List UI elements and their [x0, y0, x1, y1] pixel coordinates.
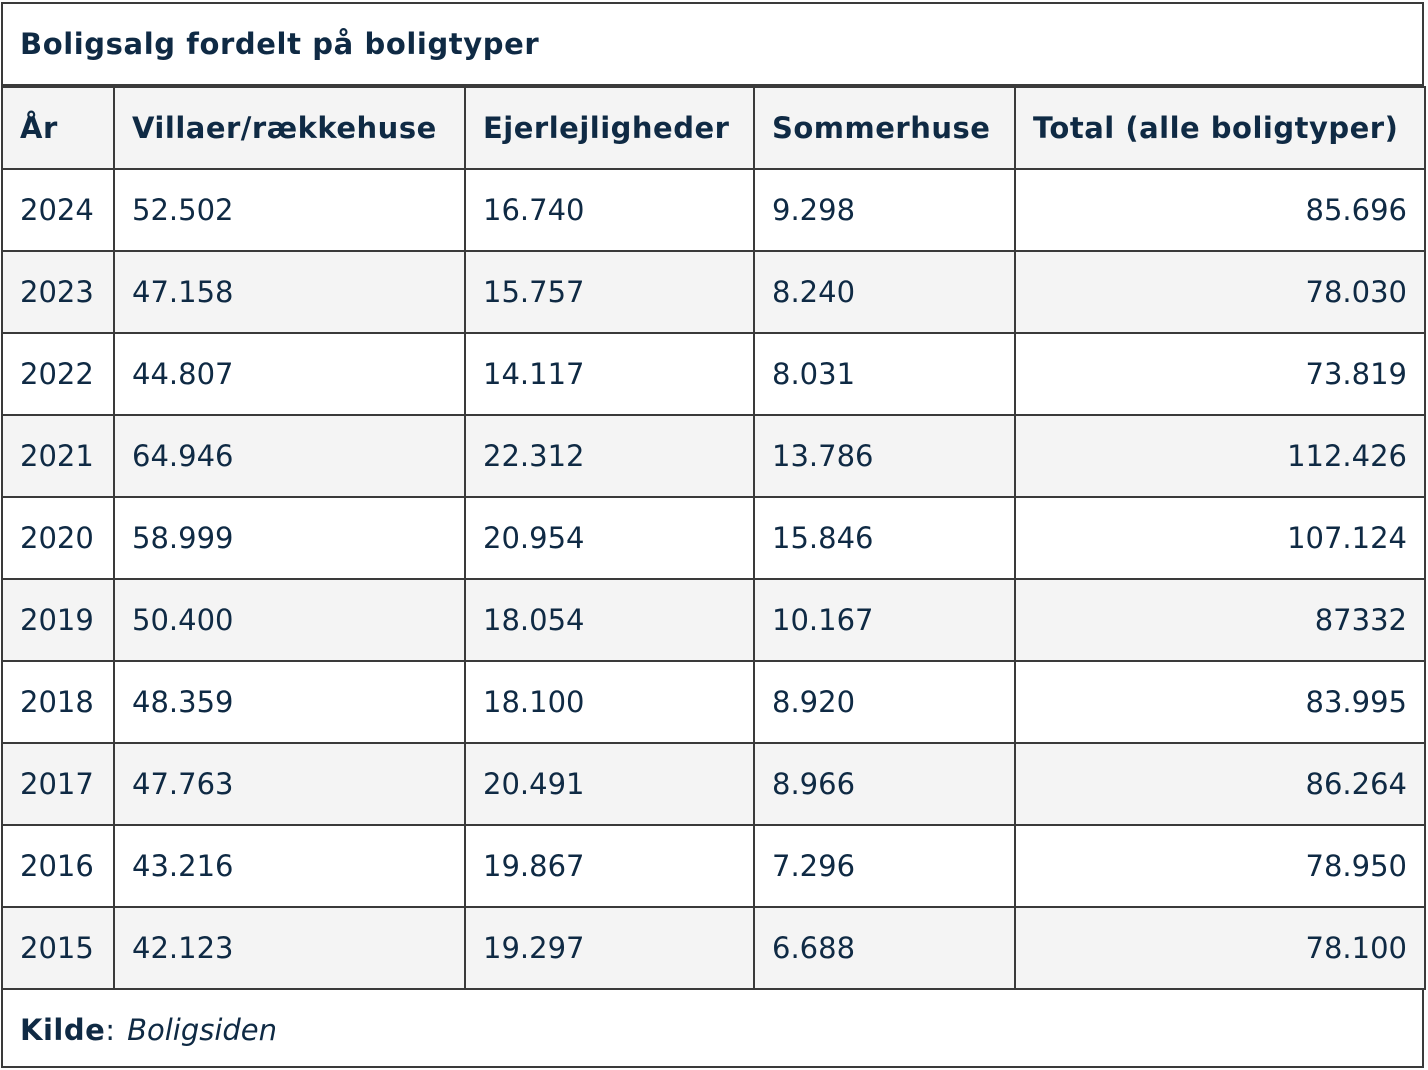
cell-year: 2022	[1, 332, 115, 416]
cell-apartments: 16.740	[464, 168, 755, 252]
cell-villas: 47.158	[113, 250, 466, 334]
table-row: 2017 47.763 20.491 8.966 86.264	[1, 742, 1426, 826]
cell-year: 2015	[1, 906, 115, 990]
source-name: Boligsiden	[127, 1013, 278, 1047]
table-row: 2019 50.400 18.054 10.167 87332	[1, 578, 1426, 662]
cell-villas: 47.763	[113, 742, 466, 826]
cell-villas: 52.502	[113, 168, 466, 252]
header-apartments: Ejerlejligheder	[464, 86, 755, 170]
source-separator: :	[105, 1013, 116, 1047]
header-villas: Villaer/rækkehuse	[113, 86, 466, 170]
cell-summer-houses: 8.966	[753, 742, 1016, 826]
header-summer-houses: Sommerhuse	[753, 86, 1016, 170]
cell-year: 2018	[1, 660, 115, 744]
cell-apartments: 20.491	[464, 742, 755, 826]
header-year: År	[1, 86, 115, 170]
cell-year: 2021	[1, 414, 115, 498]
cell-villas: 58.999	[113, 496, 466, 580]
cell-summer-houses: 7.296	[753, 824, 1016, 908]
cell-year: 2023	[1, 250, 115, 334]
cell-summer-houses: 10.167	[753, 578, 1016, 662]
cell-summer-houses: 9.298	[753, 168, 1016, 252]
cell-year: 2024	[1, 168, 115, 252]
cell-year: 2019	[1, 578, 115, 662]
cell-total: 78.950	[1014, 824, 1426, 908]
cell-apartments: 19.297	[464, 906, 755, 990]
table-row: 2023 47.158 15.757 8.240 78.030	[1, 250, 1426, 334]
cell-villas: 43.216	[113, 824, 466, 908]
source-label: Kilde	[20, 1013, 106, 1047]
cell-villas: 64.946	[113, 414, 466, 498]
cell-total: 78.030	[1014, 250, 1426, 334]
table-row: 2016 43.216 19.867 7.296 78.950	[1, 824, 1426, 908]
cell-summer-houses: 15.846	[753, 496, 1016, 580]
cell-total: 73.819	[1014, 332, 1426, 416]
cell-total: 83.995	[1014, 660, 1426, 744]
cell-apartments: 15.757	[464, 250, 755, 334]
cell-summer-houses: 8.240	[753, 250, 1016, 334]
cell-apartments: 20.954	[464, 496, 755, 580]
cell-year: 2020	[1, 496, 115, 580]
table-row: 2024 52.502 16.740 9.298 85.696	[1, 168, 1426, 252]
cell-apartments: 18.054	[464, 578, 755, 662]
table-row: 2020 58.999 20.954 15.846 107.124	[1, 496, 1426, 580]
cell-total: 112.426	[1014, 414, 1426, 498]
cell-summer-houses: 8.031	[753, 332, 1016, 416]
header-total: Total (alle boligtyper)	[1014, 86, 1426, 170]
cell-total: 87332	[1014, 578, 1426, 662]
cell-apartments: 14.117	[464, 332, 755, 416]
cell-villas: 50.400	[113, 578, 466, 662]
cell-total: 86.264	[1014, 742, 1426, 826]
cell-total: 78.100	[1014, 906, 1426, 990]
cell-villas: 48.359	[113, 660, 466, 744]
housing-sales-table: År Villaer/rækkehuse Ejerlejligheder Som…	[1, 86, 1426, 990]
cell-summer-houses: 6.688	[753, 906, 1016, 990]
cell-total: 107.124	[1014, 496, 1426, 580]
cell-total: 85.696	[1014, 168, 1426, 252]
table-row: 2015 42.123 19.297 6.688 78.100	[1, 906, 1426, 990]
table-caption: Boligsalg fordelt på boligtyper	[3, 4, 1422, 86]
cell-summer-houses: 13.786	[753, 414, 1016, 498]
cell-apartments: 18.100	[464, 660, 755, 744]
table-row: 2022 44.807 14.117 8.031 73.819	[1, 332, 1426, 416]
cell-apartments: 19.867	[464, 824, 755, 908]
table-row: 2021 64.946 22.312 13.786 112.426	[1, 414, 1426, 498]
cell-year: 2016	[1, 824, 115, 908]
cell-year: 2017	[1, 742, 115, 826]
cell-summer-houses: 8.920	[753, 660, 1016, 744]
cell-apartments: 22.312	[464, 414, 755, 498]
cell-villas: 44.807	[113, 332, 466, 416]
header-row: År Villaer/rækkehuse Ejerlejligheder Som…	[1, 86, 1426, 170]
cell-villas: 42.123	[113, 906, 466, 990]
source-footer: Kilde: Boligsiden	[3, 990, 1422, 1070]
table-row: 2018 48.359 18.100 8.920 83.995	[1, 660, 1426, 744]
